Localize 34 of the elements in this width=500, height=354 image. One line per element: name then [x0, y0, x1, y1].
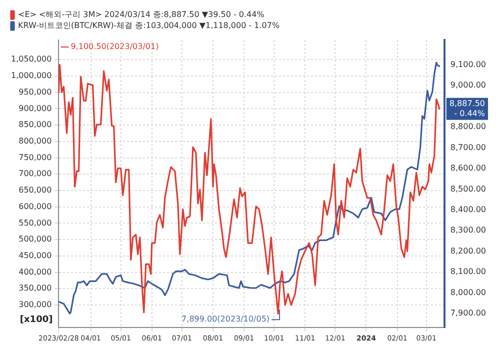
- y2-tick-label: 8,500.00: [450, 184, 486, 194]
- y-tick-label: 450,000: [18, 251, 52, 260]
- y2-tick-label: 8,800.00: [450, 122, 486, 132]
- legend-label: <E> <해외-구리 3M> 2024/03/14 종:8,887.50 ▼39.50 - 0.44%: [18, 10, 265, 20]
- y-tick-label: 500,000: [18, 234, 52, 244]
- y-tick-label: 950,000: [18, 87, 52, 96]
- y2-tick-label: 8,200.00: [450, 246, 486, 256]
- y-tick-label: 1,000,000: [10, 71, 52, 80]
- y2-tick-label: 8,300.00: [450, 226, 486, 235]
- y2-tick-label: 8,400.00: [450, 204, 486, 214]
- annotation: 9,100.50(2023/03/01): [70, 42, 159, 52]
- annotation: 7,899.00(2023/10/05): [182, 314, 270, 324]
- y2-tick-label: 8,100.00: [450, 267, 486, 276]
- y-tick-label: 650,000: [18, 186, 52, 195]
- y-tick-label: 800,000: [18, 136, 52, 146]
- y2-tick-label: 8,600.00: [450, 164, 486, 173]
- legend-label: KRW-비트코인(BTC/KRW)-체결 종:103,004,000 ▼1,118,000 - 1.07%: [18, 21, 280, 30]
- y2-tick-label: 8,700.00: [450, 142, 486, 152]
- y2-tick-label: 9,100.00: [450, 60, 486, 69]
- y-tick-label: 350,000: [18, 284, 52, 293]
- y-tick-label: 600,000: [18, 202, 52, 211]
- y-tick-label: 700,000: [18, 169, 52, 178]
- y2-tick-label: 7,900.00: [450, 308, 486, 318]
- y-tick-label: 400,000: [18, 267, 52, 276]
- y-tick-label: 900,000: [18, 104, 52, 113]
- text: [x100]: [20, 314, 53, 325]
- text: 8,887.50 - 0.44%: [449, 98, 486, 118]
- y-tick-label: 750,000: [18, 152, 52, 162]
- y-tick-label: 850,000: [18, 120, 52, 130]
- y-tick-label: 550,000: [18, 218, 52, 228]
- y-tick-label: 1,050,000: [10, 54, 52, 64]
- y2-tick-label: 9,000.00: [450, 80, 486, 90]
- y-tick-label: 300,000: [18, 300, 52, 310]
- y2-tick-label: 8,000.00: [450, 288, 486, 297]
